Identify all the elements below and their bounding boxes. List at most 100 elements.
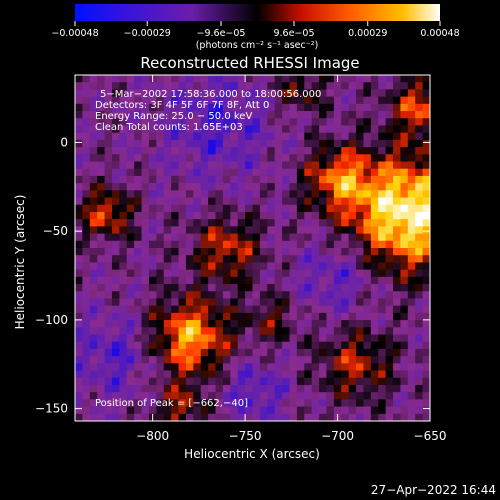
heatmap-cell xyxy=(407,82,416,91)
heatmap-cell xyxy=(259,284,268,292)
heatmap-cell xyxy=(289,334,298,343)
heatmap-cell xyxy=(282,125,291,134)
heatmap-cell xyxy=(415,211,424,220)
heatmap-cell xyxy=(341,154,350,163)
heatmap-cell xyxy=(119,370,128,379)
heatmap-cell xyxy=(148,320,157,328)
heatmap-cell xyxy=(333,197,342,206)
heatmap-cell xyxy=(282,312,291,321)
heatmap-cell xyxy=(319,96,328,105)
heatmap-cell xyxy=(163,298,172,307)
heatmap-cell xyxy=(222,240,231,249)
heatmap-cell xyxy=(75,125,83,134)
heatmap-cell xyxy=(407,341,416,350)
heatmap-cell xyxy=(178,312,187,321)
heatmap-cell xyxy=(400,75,409,83)
heatmap-cell xyxy=(333,406,342,415)
heatmap-cell xyxy=(185,111,194,119)
heatmap-cell xyxy=(156,305,165,314)
heatmap-cell xyxy=(222,406,231,415)
heatmap-cell xyxy=(289,190,298,199)
heatmap-cell xyxy=(378,284,387,292)
heatmap-cell xyxy=(163,197,172,206)
heatmap-cell xyxy=(363,139,372,148)
heatmap-cell xyxy=(222,103,231,112)
heatmap-cell xyxy=(126,226,135,235)
heatmap-cell xyxy=(363,406,372,415)
heatmap-cell xyxy=(370,118,379,127)
heatmap-cell xyxy=(341,111,350,119)
heatmap-cell xyxy=(385,269,394,278)
heatmap-cell xyxy=(326,132,335,141)
heatmap-cell xyxy=(222,363,231,372)
heatmap-cell xyxy=(274,139,283,148)
heatmap-cell xyxy=(356,211,365,220)
heatmap-cell xyxy=(267,103,276,112)
heatmap-cell xyxy=(333,305,342,314)
heatmap-cell xyxy=(259,298,268,307)
heatmap-cell xyxy=(415,82,424,91)
heatmap-cell xyxy=(356,413,365,421)
heatmap-cell xyxy=(134,248,143,256)
heatmap-cell xyxy=(296,111,305,119)
heatmap-cell xyxy=(156,204,165,213)
heatmap-cell xyxy=(393,233,402,242)
heatmap-cell xyxy=(252,370,261,379)
heatmap-cell xyxy=(230,132,239,141)
heatmap-cell xyxy=(311,154,320,163)
heatmap-cell xyxy=(237,392,246,400)
heatmap-cell xyxy=(126,348,135,357)
heatmap-cell xyxy=(141,211,150,220)
heatmap-cell xyxy=(393,211,402,220)
heatmap-cell xyxy=(252,89,261,98)
heatmap-cell xyxy=(370,291,379,300)
heatmap-cell xyxy=(333,226,342,235)
heatmap-cell xyxy=(282,341,291,350)
heatmap-cell xyxy=(75,377,83,386)
heatmap-cell xyxy=(178,132,187,141)
heatmap-cell xyxy=(185,82,194,91)
heatmap-cell xyxy=(185,211,194,220)
heatmap-cell xyxy=(267,305,276,314)
heatmap-cell xyxy=(304,255,313,264)
heatmap-cell xyxy=(267,147,276,155)
heatmap-cell xyxy=(237,118,246,127)
heatmap-cell xyxy=(311,161,320,170)
heatmap-cell xyxy=(89,161,98,170)
heatmap-cell xyxy=(185,139,194,148)
heatmap-cell xyxy=(156,82,165,91)
heatmap-cell xyxy=(422,154,430,163)
heatmap-cell xyxy=(126,147,135,155)
heatmap-cell xyxy=(407,348,416,357)
heatmap-cell xyxy=(111,284,120,292)
heatmap-cell xyxy=(385,183,394,191)
heatmap-cell xyxy=(75,298,83,307)
heatmap-cell xyxy=(415,370,424,379)
heatmap-cell xyxy=(163,320,172,328)
heatmap-cell xyxy=(119,377,128,386)
heatmap-cell xyxy=(363,356,372,364)
heatmap-cell xyxy=(422,103,430,112)
heatmap-cell xyxy=(193,211,202,220)
heatmap-cell xyxy=(267,377,276,386)
heatmap-cell xyxy=(356,147,365,155)
heatmap-cell xyxy=(126,82,135,91)
heatmap-cell xyxy=(237,363,246,372)
heatmap-cell xyxy=(370,132,379,141)
heatmap-cell xyxy=(237,399,246,408)
heatmap-cell xyxy=(267,356,276,364)
heatmap-cell xyxy=(178,183,187,191)
heatmap-cell xyxy=(363,183,372,191)
heatmap-cell xyxy=(422,204,430,213)
heatmap-cell xyxy=(319,111,328,119)
heatmap-cell xyxy=(111,168,120,177)
heatmap-cell xyxy=(222,370,231,379)
heatmap-cell xyxy=(126,89,135,98)
heatmap-cell xyxy=(200,384,209,393)
heatmap-cell xyxy=(163,147,172,155)
heatmap-cell xyxy=(370,370,379,379)
heatmap-cell xyxy=(319,226,328,235)
heatmap-cell xyxy=(378,111,387,119)
heatmap-cell xyxy=(163,168,172,177)
heatmap-cell xyxy=(393,248,402,256)
